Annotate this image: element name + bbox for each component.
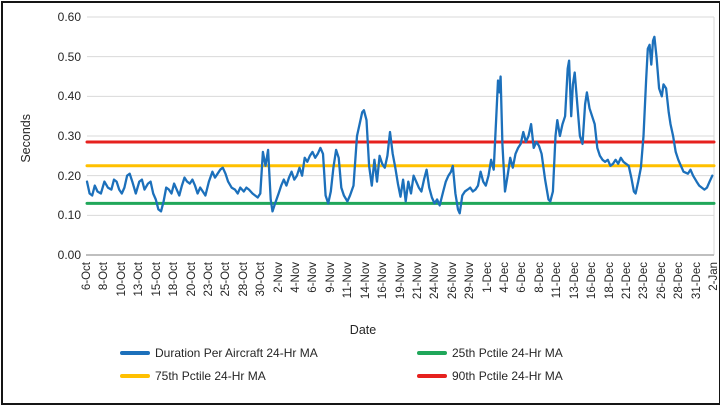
y-axis-tick-label: 0.10 (57, 208, 81, 223)
y-axis-tick-label: 0.40 (57, 89, 81, 104)
x-axis-tick-label: 16-Dec (586, 262, 599, 300)
x-axis-tick-label: 28-Dec (673, 262, 686, 300)
legend-marker-25th-pctile-icon (417, 351, 447, 355)
legend-item-duration: Duration Per Aircraft 24-Hr MA (120, 346, 318, 360)
y-axis-tick-label: 0.60 (57, 10, 81, 24)
x-axis-tick-label: 18-Oct (168, 262, 181, 297)
series-line-duration (85, 35, 714, 215)
x-axis-tick-label: 20-Oct (185, 262, 198, 297)
x-axis-tick-label: 25-Oct (220, 262, 233, 297)
x-axis-tick-label: 26-Dec (655, 262, 668, 300)
legend-marker-duration-icon (120, 351, 150, 355)
y-axis-tick-label: 0.50 (57, 49, 81, 64)
x-axis-tick-label: 23-Dec (638, 262, 651, 300)
legend-label-90th-pctile: 90th Pctile 24-Hr MA (452, 369, 563, 383)
x-axis-tick-label: 16-Nov (377, 262, 390, 300)
x-axis-tick-label: 29-Nov (464, 262, 477, 300)
x-axis-tick-label: 8-Dec (533, 262, 546, 293)
legend-item-75th-pctile: 75th Pctile 24-Hr MA (120, 369, 266, 383)
y-axis-tick-label: 0.30 (57, 129, 81, 143)
x-axis-tick-label: 1-Dec (481, 262, 494, 293)
x-axis-tick-label: 14-Nov (359, 262, 372, 300)
x-axis-tick-label: 13-Oct (133, 262, 146, 297)
x-axis-tick-label: 31-Dec (690, 262, 703, 300)
legend-marker-75th-pctile-icon (120, 374, 150, 378)
x-axis-tick-label: 6-Dec (516, 262, 529, 293)
x-axis-tick-label: 11-Nov (342, 262, 355, 299)
x-axis-tick-label: 4-Dec (499, 262, 511, 293)
x-axis-tick-label: 21-Dec (620, 262, 633, 300)
y-axis-tick-label: 0.00 (57, 248, 81, 262)
x-axis-tick-label: 21-Nov (411, 262, 424, 300)
x-axis-tick-label: 6-Oct (81, 262, 93, 291)
y-axis-title: Seconds (19, 114, 33, 163)
x-axis-tick-label: 15-Oct (150, 262, 163, 297)
y-axis-tick-label: 0.20 (57, 168, 81, 183)
x-axis-tick-label: 6-Nov (307, 262, 320, 293)
x-axis-tick-label: 8-Oct (98, 262, 111, 291)
legend-item-25th-pctile: 25th Pctile 24-Hr MA (417, 346, 563, 360)
x-axis-tick-label: 11-Dec (551, 262, 564, 299)
legend-item-90th-pctile: 90th Pctile 24-Hr MA (417, 369, 563, 383)
x-axis-tick-label: 18-Dec (603, 262, 616, 300)
x-axis-tick-label: 23-Oct (202, 262, 215, 297)
x-axis-tick-label: 2-Jan (708, 262, 720, 291)
legend-label-25th-pctile: 25th Pctile 24-Hr MA (452, 346, 563, 360)
legend-label-75th-pctile: 75th Pctile 24-Hr MA (155, 369, 266, 383)
x-axis-tick-label: 26-Nov (446, 262, 459, 300)
x-axis-tick-label: 30-Oct (255, 262, 268, 297)
x-axis-tick-label: 9-Nov (324, 262, 337, 293)
x-axis-tick-label: 4-Nov (290, 262, 302, 293)
legend-label-duration: Duration Per Aircraft 24-Hr MA (155, 346, 318, 360)
x-axis-title: Date (349, 323, 377, 337)
x-axis-tick-label: 24-Nov (429, 262, 442, 300)
x-axis-tick-label: 10-Oct (115, 262, 128, 297)
legend-marker-90th-pctile-icon (417, 374, 447, 378)
plot-area (85, 16, 716, 256)
x-axis-tick-label: 2-Nov (272, 262, 285, 293)
x-axis-tick-label: 19-Nov (394, 262, 407, 300)
x-axis-tick-label: 13-Dec (568, 262, 581, 300)
x-axis-tick-label: 28-Oct (237, 262, 250, 297)
